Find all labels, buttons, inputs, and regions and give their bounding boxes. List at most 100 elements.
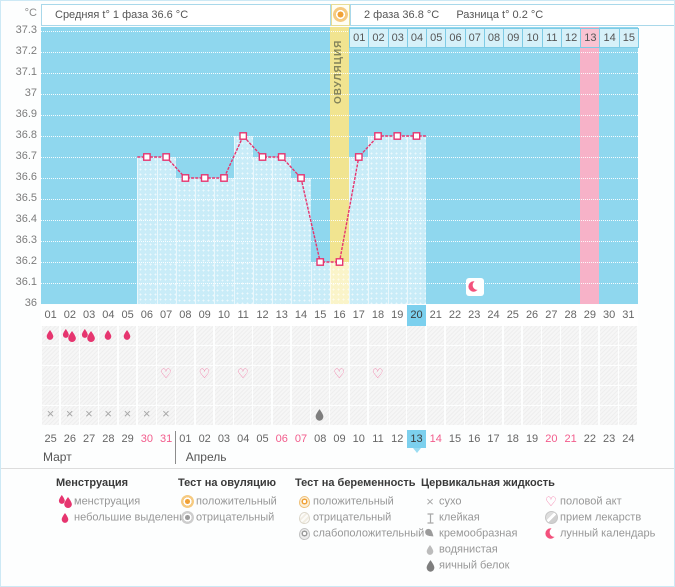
- cycle-day-cell-22[interactable]: 22: [445, 305, 465, 326]
- creamy-fluid-icon: [422, 527, 437, 541]
- calendar-date-Март-28[interactable]: 28: [102, 433, 115, 445]
- calendar-date-Апрель-19[interactable]: 19: [525, 433, 539, 445]
- cycle-day-cell-12[interactable]: 12: [252, 305, 273, 326]
- calendar-date-Март-27[interactable]: 27: [83, 433, 96, 445]
- phase2-day-cell-07[interactable]: 07: [464, 28, 485, 48]
- cycle-day-cell-05[interactable]: 05: [118, 305, 138, 326]
- cycle-day-cell-07[interactable]: 07: [156, 305, 176, 326]
- phase2-day-cell-03[interactable]: 03: [387, 28, 408, 48]
- cervical-fluid-row-day-18: [368, 406, 387, 425]
- cycle-day-cell-06[interactable]: 06: [137, 305, 157, 326]
- calendar-date-Апрель-20[interactable]: 20: [545, 433, 558, 445]
- calendar-date-Март-30[interactable]: 30: [140, 433, 154, 445]
- calendar-date-Апрель-07[interactable]: 07: [294, 433, 308, 445]
- cervical-fluid-row-day-12: [253, 406, 272, 425]
- menstruation-row-day-21: [426, 326, 445, 345]
- phase2-day-cell-05[interactable]: 05: [426, 28, 447, 48]
- legend-header: Тест на беременность: [295, 477, 416, 489]
- phase2-day-cell-01[interactable]: 01: [349, 28, 370, 48]
- calendar-date-Март-29[interactable]: 29: [121, 433, 134, 445]
- calendar-date-Март-26[interactable]: 26: [63, 433, 76, 445]
- calendar-date-Апрель-18[interactable]: 18: [506, 433, 519, 445]
- cycle-day-cell-24[interactable]: 24: [483, 305, 504, 326]
- cycle-day-cell-16[interactable]: 16: [329, 305, 350, 326]
- calendar-date-Март-31[interactable]: 31: [160, 433, 173, 445]
- calendar-date-Апрель-03[interactable]: 03: [217, 433, 231, 445]
- calendar-date-Апрель-01[interactable]: 01: [179, 433, 192, 445]
- x-mark-icon: ×: [162, 406, 170, 421]
- phase2-day-cell-02[interactable]: 02: [368, 28, 389, 48]
- cycle-day-cell-20[interactable]: 20: [406, 305, 427, 326]
- x-mark-icon: ×: [426, 494, 434, 510]
- cycle-day-cell-30[interactable]: 30: [599, 305, 619, 326]
- ovulation-test-row-day-18: [368, 346, 387, 365]
- crescent-moon-icon: [468, 280, 483, 292]
- phase2-day-cell-10[interactable]: 10: [522, 28, 543, 48]
- phase2-day-cell-08[interactable]: 08: [483, 28, 505, 48]
- legend-item-label: лунный календарь: [560, 527, 656, 540]
- calendar-date-Апрель-10[interactable]: 10: [352, 433, 365, 445]
- cycle-day-cell-14[interactable]: 14: [291, 305, 311, 326]
- calendar-date-Апрель-12[interactable]: 12: [391, 433, 404, 445]
- cycle-day-cell-08[interactable]: 08: [175, 305, 196, 326]
- calendar-date-Апрель-17[interactable]: 17: [487, 433, 500, 445]
- cycle-day-cell-02[interactable]: 02: [60, 305, 80, 326]
- watery-fluid-icon: [426, 541, 434, 558]
- y-axis-label-36.8: 36.8: [15, 129, 37, 141]
- phase2-day-cell-04[interactable]: 04: [406, 28, 428, 48]
- calendar-date-Апрель-05[interactable]: 05: [256, 433, 269, 445]
- calendar-date-Апрель-02[interactable]: 02: [198, 433, 211, 445]
- phase2-day-cell-14[interactable]: 14: [599, 28, 620, 48]
- cycle-day-cell-18[interactable]: 18: [368, 305, 388, 326]
- cycle-day-cell-15[interactable]: 15: [310, 305, 330, 326]
- calendar-date-Апрель-13[interactable]: 13: [406, 430, 427, 448]
- cycle-day-cell-13[interactable]: 13: [272, 305, 292, 326]
- cycle-day-cell-31[interactable]: 31: [618, 305, 638, 326]
- cycle-day-cell-10[interactable]: 10: [214, 305, 234, 326]
- y-axis-label-36.9: 36.9: [15, 108, 37, 120]
- phase2-day-cell-11[interactable]: 11: [541, 28, 562, 48]
- cycle-day-cell-01[interactable]: 01: [41, 305, 61, 326]
- phase2-day-cell-15[interactable]: 15: [618, 28, 639, 48]
- calendar-date-Апрель-04[interactable]: 04: [237, 433, 250, 445]
- cycle-day-cell-03[interactable]: 03: [79, 305, 99, 326]
- calendar-date-Апрель-14[interactable]: 14: [429, 433, 442, 445]
- cycle-day-cell-17[interactable]: 17: [349, 305, 369, 326]
- calendar-date-Апрель-23[interactable]: 23: [602, 433, 616, 445]
- intercourse-row-day-07: ♡: [157, 366, 175, 385]
- phase2-day-cell-13[interactable]: 13: [580, 28, 601, 48]
- cycle-day-cell-11[interactable]: 11: [233, 305, 253, 326]
- calendar-date-Апрель-11[interactable]: 11: [372, 433, 384, 445]
- calendar-date-Апрель-08[interactable]: 08: [314, 433, 327, 445]
- ovulation-test-row-day-14: [291, 346, 310, 365]
- cycle-day-cell-19[interactable]: 19: [387, 305, 407, 326]
- calendar-date-Апрель-15[interactable]: 15: [448, 433, 462, 445]
- legend-item-label: яичный белок: [439, 559, 510, 572]
- cycle-day-cell-21[interactable]: 21: [426, 305, 446, 326]
- cycle-day-cell-25[interactable]: 25: [503, 305, 523, 326]
- phase2-day-cell-12[interactable]: 12: [560, 28, 582, 48]
- calendar-date-Апрель-09[interactable]: 09: [333, 433, 346, 445]
- calendar-date-Апрель-21[interactable]: 21: [564, 433, 577, 445]
- calendar-date-Апрель-16[interactable]: 16: [468, 433, 481, 445]
- cycle-day-cell-29[interactable]: 29: [580, 305, 600, 326]
- month-label-Апрель: Апрель: [185, 450, 227, 464]
- phase2-day-cell-09[interactable]: 09: [503, 28, 524, 48]
- y-axis-label-36.2: 36.2: [15, 255, 37, 267]
- intercourse-row-day-29: [580, 366, 599, 385]
- cycle-day-cell-04[interactable]: 04: [98, 305, 119, 326]
- cycle-day-cell-28[interactable]: 28: [560, 305, 581, 326]
- calendar-date-Апрель-24[interactable]: 24: [622, 433, 635, 445]
- calendar-date-Апрель-06[interactable]: 06: [275, 433, 288, 445]
- menstruation-row-day-20: [407, 326, 426, 345]
- phase2-day-cell-06[interactable]: 06: [445, 28, 466, 48]
- cycle-day-cell-26[interactable]: 26: [522, 305, 542, 326]
- cycle-day-cell-09[interactable]: 09: [195, 305, 215, 326]
- eggwhite-fluid-icon: [426, 557, 435, 574]
- legend-header: Цервикальная жидкость: [421, 477, 555, 489]
- cycle-day-cell-27[interactable]: 27: [541, 305, 561, 326]
- cycle-day-cell-23[interactable]: 23: [464, 305, 484, 326]
- calendar-date-Март-25[interactable]: 25: [44, 433, 57, 445]
- calendar-date-Апрель-22[interactable]: 22: [583, 433, 596, 445]
- pregnancy-test-row-day-11: [234, 386, 252, 405]
